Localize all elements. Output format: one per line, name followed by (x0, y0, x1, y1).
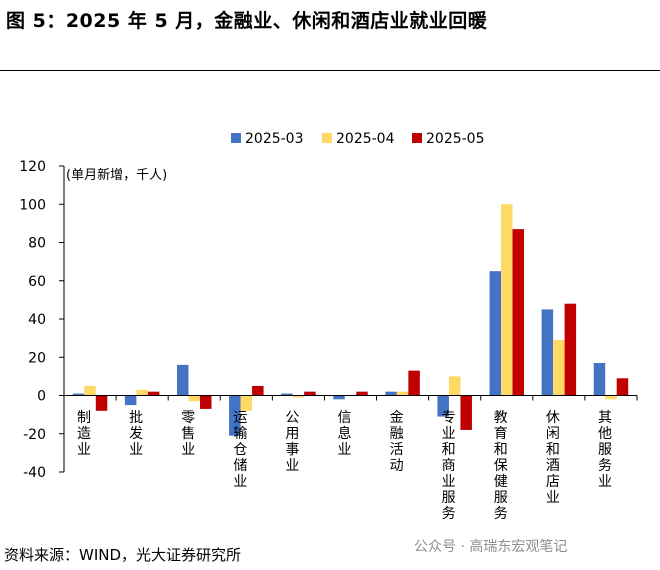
category-label: 金融活动 (390, 410, 404, 474)
bar (396, 391, 409, 396)
category-label: 零售业 (181, 410, 195, 458)
y-tick-label: 0 (37, 389, 46, 405)
legend-item: 2025-03 (231, 131, 304, 147)
category-label: 信息业 (338, 410, 352, 458)
bar (541, 309, 554, 396)
bar (72, 393, 85, 396)
legend-item: 2025-05 (412, 131, 485, 147)
bar-chart: 2025-03 2025-04 2025-05 (单月新增，千人) -40 -20 0 2… (19, 131, 638, 522)
series-2025-04 (84, 204, 617, 411)
bar (385, 391, 397, 396)
category-label: 教育和保健服务 (494, 410, 508, 522)
watermark: 公众号 · 高瑞东宏观笔记 (414, 539, 568, 555)
category-label: 运输仓储业 (233, 410, 247, 490)
series-2025-03 (72, 271, 606, 436)
category-labels: 制造业 批发业 零售业 运输仓储业 公用事业 信息业 金融活动 专业和商业服务 教育和保健服务 休… (77, 410, 612, 522)
bar (333, 395, 345, 400)
category-label: 其他服务业 (598, 410, 612, 490)
bar (199, 395, 212, 409)
bar (553, 340, 565, 396)
bar (489, 271, 502, 396)
bar (292, 395, 305, 398)
bar (147, 391, 160, 396)
bar (229, 395, 241, 436)
y-tick-label: 80 (28, 236, 46, 252)
source-note: 资料来源：WIND，光大证券研究所 (4, 546, 242, 564)
bar (501, 204, 513, 396)
legend-label: 2025-05 (426, 131, 485, 147)
series-2025-05 (95, 229, 629, 430)
y-tick-label: 40 (28, 312, 46, 328)
bar (304, 391, 316, 396)
y-tick-label: 20 (28, 350, 46, 366)
bar-series (72, 204, 629, 436)
bar (136, 389, 148, 396)
bar (176, 364, 189, 396)
bar (460, 395, 472, 430)
category-label: 休闲和酒店业 (546, 410, 560, 506)
y-tick-label: 100 (19, 197, 46, 213)
bar (593, 362, 606, 396)
bar (564, 303, 577, 396)
category-label: 制造业 (77, 410, 91, 458)
bar (616, 378, 629, 396)
legend-label: 2025-03 (245, 131, 304, 147)
y-tick-label: -40 (23, 465, 46, 481)
bar (95, 395, 108, 411)
bar (356, 391, 368, 396)
legend-item: 2025-04 (322, 131, 395, 147)
y-tick-label: -20 (23, 427, 46, 443)
bar (281, 393, 293, 396)
category-label: 批发业 (129, 410, 143, 458)
bar (240, 395, 253, 411)
category-label: 专业和商业服务 (442, 410, 456, 522)
x-axis (63, 395, 638, 401)
bar (408, 370, 420, 396)
legend-swatch (322, 133, 332, 143)
y-axis: -40 -20 0 20 40 60 80 100 120 (19, 159, 65, 481)
bar (512, 229, 525, 396)
category-label: 公用事业 (285, 410, 299, 474)
chart-legend: 2025-03 2025-04 2025-05 (231, 131, 485, 147)
legend-swatch (231, 133, 241, 143)
bar (252, 385, 264, 396)
bar (437, 395, 449, 417)
unit-label: (单月新增，千人) (66, 167, 167, 183)
legend-swatch (412, 133, 422, 143)
bar (188, 395, 200, 402)
figure-title: 图 5：2025 年 5 月，金融业、休闲和酒店业就业回暖 (6, 10, 488, 32)
bar (84, 385, 96, 396)
title-divider (0, 70, 660, 71)
bar (448, 376, 461, 396)
legend-label: 2025-04 (336, 131, 395, 147)
bar (605, 395, 617, 400)
bar (124, 395, 137, 406)
y-tick-label: 120 (19, 159, 46, 175)
y-tick-label: 60 (28, 274, 46, 290)
